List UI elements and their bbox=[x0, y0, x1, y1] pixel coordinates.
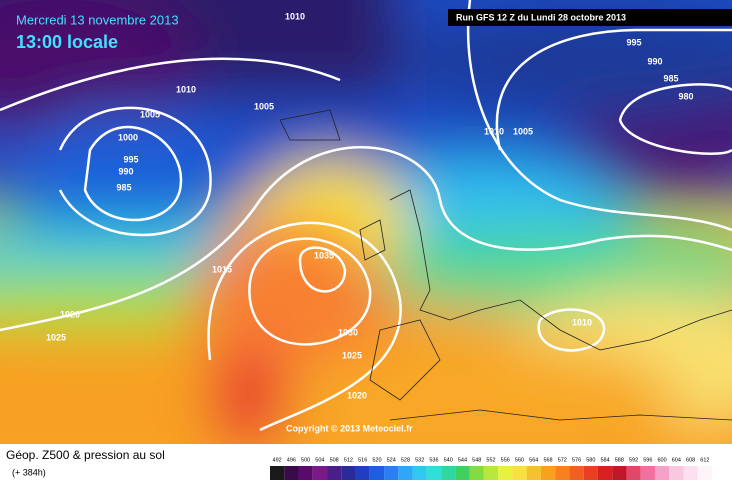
scale-swatch bbox=[498, 466, 513, 480]
isobar-label: 1030 bbox=[338, 327, 358, 337]
scale-label: 508 bbox=[330, 457, 339, 463]
scale-swatch bbox=[455, 466, 470, 480]
scale-label: 584 bbox=[600, 457, 609, 463]
scale-label: 516 bbox=[358, 457, 367, 463]
isobar-label: 1010 bbox=[484, 126, 504, 136]
scale-swatch bbox=[683, 466, 698, 480]
scale-label: 540 bbox=[444, 457, 453, 463]
scale-swatch bbox=[327, 466, 342, 480]
scale-swatch bbox=[270, 466, 285, 480]
scale-label: 528 bbox=[401, 457, 410, 463]
isobar-label: 985 bbox=[663, 73, 678, 83]
scale-label: 552 bbox=[486, 457, 495, 463]
scale-label: 592 bbox=[629, 457, 638, 463]
scale-label: 520 bbox=[372, 457, 381, 463]
scale-swatch bbox=[412, 466, 427, 480]
scale-label: 500 bbox=[301, 457, 310, 463]
time: 13:00 locale bbox=[16, 32, 118, 52]
isobar-label: 1025 bbox=[46, 332, 66, 342]
scale-swatch bbox=[355, 466, 370, 480]
isobar-label: 1005 bbox=[513, 126, 533, 136]
scale-swatch bbox=[398, 466, 413, 480]
scale-swatch bbox=[597, 466, 613, 480]
scale-swatch bbox=[583, 466, 598, 480]
scale-swatch bbox=[512, 466, 527, 480]
isobar-label: 980 bbox=[678, 91, 693, 101]
scale-swatch bbox=[284, 466, 299, 480]
scale-swatch bbox=[697, 466, 712, 480]
scale-swatch bbox=[483, 466, 499, 480]
legend-title: Géop. Z500 & pression au sol bbox=[6, 448, 165, 462]
scale-swatch bbox=[384, 466, 399, 480]
isobar-label: 1020 bbox=[347, 390, 367, 400]
isobar-label: 1010 bbox=[285, 11, 305, 21]
scale-label: 496 bbox=[287, 457, 296, 463]
scale-label: 548 bbox=[472, 457, 481, 463]
scale-label: 504 bbox=[315, 457, 324, 463]
scale-label: 608 bbox=[686, 457, 695, 463]
date: Mercredi 13 novembre 2013 bbox=[16, 12, 179, 27]
scale-swatch bbox=[441, 466, 456, 480]
scale-swatch bbox=[569, 466, 584, 480]
run-box bbox=[448, 9, 732, 26]
scale-label: 596 bbox=[643, 457, 652, 463]
legend-subtitle: (+ 384h) bbox=[12, 467, 46, 477]
isobar-label: 1005 bbox=[254, 101, 274, 111]
isobar-label: 990 bbox=[118, 166, 133, 176]
run-info: Run GFS 12 Z du Lundi 28 octobre 2013 bbox=[456, 12, 626, 22]
scale-label: 524 bbox=[387, 457, 396, 463]
isobar-label: 1010 bbox=[572, 317, 592, 327]
scale-swatch bbox=[555, 466, 570, 480]
isobar-label: 1005 bbox=[140, 109, 160, 119]
scale-swatch bbox=[654, 466, 670, 480]
scale-swatch bbox=[341, 466, 356, 480]
isobar-label: 985 bbox=[116, 182, 131, 192]
scale-swatch bbox=[640, 466, 655, 480]
scale-label: 560 bbox=[515, 457, 524, 463]
scale-label: 556 bbox=[501, 457, 510, 463]
scale-swatch bbox=[426, 466, 442, 480]
scale-swatch bbox=[369, 466, 385, 480]
scale-label: 580 bbox=[586, 457, 595, 463]
isobar-label: 1000 bbox=[118, 132, 138, 142]
isobar-label: 1025 bbox=[342, 350, 362, 360]
scale-label: 572 bbox=[558, 457, 567, 463]
scale-swatch bbox=[312, 466, 328, 480]
scale-label: 612 bbox=[700, 457, 709, 463]
isobars bbox=[0, 0, 732, 432]
scale-label: 600 bbox=[658, 457, 667, 463]
isobar-label: 995 bbox=[123, 154, 138, 164]
copyright: Copyright © 2013 Meteociel.fr bbox=[286, 423, 413, 433]
scale-label: 544 bbox=[458, 457, 467, 463]
isobar-label: 1035 bbox=[314, 250, 334, 260]
scale-label: 568 bbox=[543, 457, 552, 463]
isobar-label: 1010 bbox=[176, 84, 196, 94]
scale-swatch bbox=[669, 466, 684, 480]
scale-swatch bbox=[469, 466, 484, 480]
scale-label: 604 bbox=[672, 457, 681, 463]
isobar-label: 990 bbox=[647, 56, 662, 66]
scale-label: 536 bbox=[429, 457, 438, 463]
scale-swatch bbox=[540, 466, 556, 480]
scale-label: 588 bbox=[615, 457, 624, 463]
coastlines bbox=[279, 109, 732, 421]
isobar-label: 1015 bbox=[212, 264, 232, 274]
scale-swatch bbox=[526, 466, 541, 480]
isobar-label: 1020 bbox=[60, 309, 80, 319]
scale-swatch bbox=[612, 466, 627, 480]
scale-label: 576 bbox=[572, 457, 581, 463]
scale-swatch bbox=[298, 466, 313, 480]
isobar-label: 995 bbox=[626, 37, 641, 47]
scale-label: 564 bbox=[529, 457, 538, 463]
scale-label: 492 bbox=[273, 457, 282, 463]
scale-swatch bbox=[626, 466, 641, 480]
scale-label: 512 bbox=[344, 457, 353, 463]
scale-label: 532 bbox=[415, 457, 424, 463]
